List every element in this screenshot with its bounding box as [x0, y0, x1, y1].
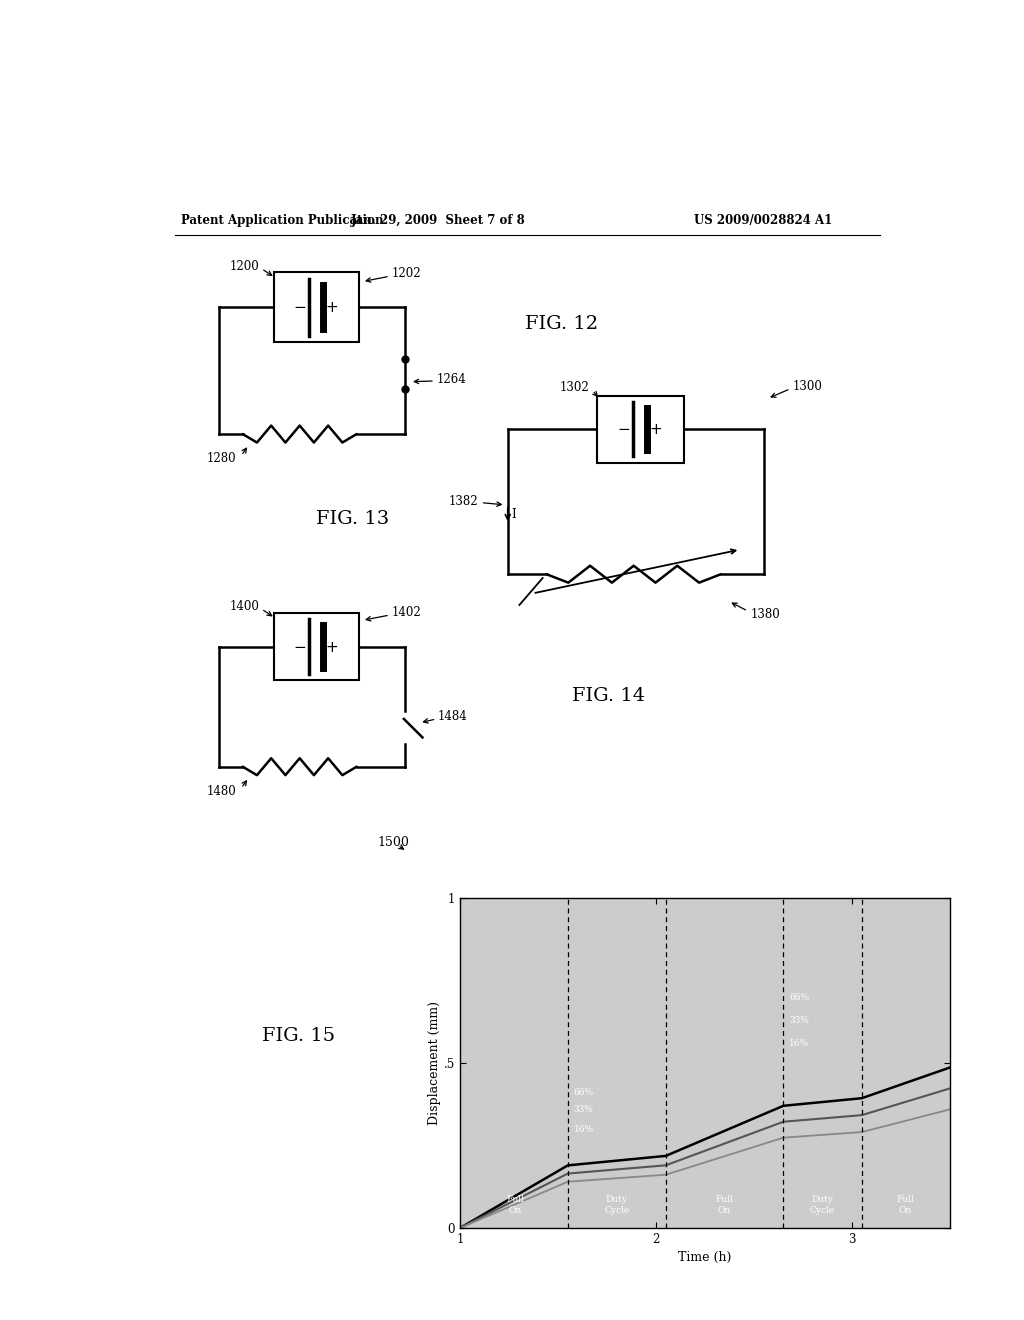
- Text: Full
On: Full On: [506, 1196, 523, 1214]
- Text: 33%: 33%: [790, 1015, 809, 1024]
- Bar: [273, 612, 359, 681]
- Text: Duty
Cycle: Duty Cycle: [604, 1196, 630, 1214]
- X-axis label: Time (h): Time (h): [678, 1251, 732, 1265]
- Text: FIG. 15: FIG. 15: [262, 1027, 335, 1045]
- Text: 1480: 1480: [207, 785, 237, 797]
- Text: 1500: 1500: [377, 836, 409, 849]
- Text: 33%: 33%: [573, 1105, 594, 1114]
- Text: FIG. 13: FIG. 13: [316, 510, 389, 528]
- Text: 1400: 1400: [229, 601, 260, 612]
- Text: 1200: 1200: [230, 260, 260, 273]
- Text: US 2009/0028824 A1: US 2009/0028824 A1: [694, 214, 833, 227]
- Text: 66%: 66%: [790, 993, 809, 1002]
- Text: Duty
Cycle: Duty Cycle: [810, 1196, 836, 1214]
- Text: 1202: 1202: [391, 268, 421, 280]
- Bar: [273, 272, 359, 342]
- Text: −: −: [617, 422, 630, 437]
- Text: Full
On: Full On: [896, 1196, 913, 1214]
- Text: FIG. 12: FIG. 12: [525, 315, 599, 333]
- Text: 1380: 1380: [751, 607, 780, 620]
- Text: Full
On: Full On: [716, 1196, 733, 1214]
- Text: +: +: [326, 300, 338, 315]
- Text: 1382: 1382: [449, 495, 478, 508]
- Text: −: −: [293, 640, 305, 655]
- Bar: [597, 396, 684, 462]
- Text: +: +: [326, 640, 338, 655]
- Text: 16%: 16%: [573, 1125, 594, 1134]
- Text: +: +: [650, 422, 663, 437]
- Text: 1300: 1300: [793, 380, 823, 393]
- Text: 16%: 16%: [790, 1039, 809, 1048]
- Text: 66%: 66%: [573, 1088, 594, 1097]
- Text: −: −: [293, 300, 305, 315]
- Text: Patent Application Publication: Patent Application Publication: [180, 214, 383, 227]
- Text: 1402: 1402: [391, 606, 421, 619]
- Y-axis label: Displacement (mm): Displacement (mm): [428, 1001, 441, 1125]
- Text: 1280: 1280: [207, 453, 237, 465]
- Text: 1302: 1302: [559, 381, 589, 395]
- Text: Jan. 29, 2009  Sheet 7 of 8: Jan. 29, 2009 Sheet 7 of 8: [350, 214, 525, 227]
- Text: FIG. 14: FIG. 14: [572, 686, 645, 705]
- Text: 1484: 1484: [438, 710, 468, 723]
- Text: 1264: 1264: [436, 372, 466, 385]
- Text: I: I: [511, 508, 516, 520]
